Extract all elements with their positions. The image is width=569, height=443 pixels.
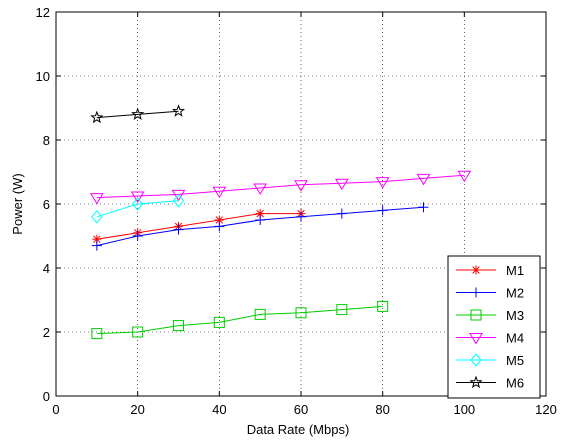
series-m5 xyxy=(91,194,185,224)
data-point-m2 xyxy=(336,208,347,219)
x-tick-label: 100 xyxy=(453,402,475,417)
series-m3 xyxy=(91,300,389,340)
data-point-m4 xyxy=(130,191,145,203)
data-point-m4 xyxy=(457,170,472,183)
tick-labels: 0 20 40 60 80 100 120 0 2 4 6 8 10 12 xyxy=(36,5,557,417)
data-point-m4 xyxy=(294,180,308,192)
data-point-m4 xyxy=(171,189,186,202)
y-tick-label: 12 xyxy=(36,5,50,20)
y-tick-label: 8 xyxy=(43,133,50,148)
data-point-m1 xyxy=(214,215,224,225)
data-point-m4 xyxy=(89,193,104,205)
data-point-m3 xyxy=(91,328,103,340)
data-point-m3 xyxy=(254,308,266,320)
data-point-m3 xyxy=(377,300,389,312)
legend-item-m5: M5 xyxy=(456,353,524,368)
x-tick-label: 120 xyxy=(535,402,557,417)
series-line-m4 xyxy=(96,174,465,199)
data-point-m4 xyxy=(375,177,390,189)
x-tick-label: 80 xyxy=(375,402,389,417)
series-line-m5 xyxy=(96,200,179,218)
data-point-m3 xyxy=(173,320,184,332)
legend-marker xyxy=(471,287,481,298)
legend-item-m6: M6 xyxy=(456,376,524,391)
series-m4 xyxy=(89,170,472,205)
legend-label: M4 xyxy=(506,331,524,346)
legend: M1 M2 M3 M4 M5 M6 xyxy=(447,255,541,399)
data-point-m5 xyxy=(132,197,144,211)
data-point-m4 xyxy=(253,183,268,195)
legend-marker xyxy=(469,375,483,389)
data-point-m2 xyxy=(255,215,266,225)
legend-box xyxy=(447,255,541,399)
x-tick-label: 40 xyxy=(212,402,226,417)
data-point-m5 xyxy=(172,194,185,208)
y-axis-title: Power (W) xyxy=(10,173,25,234)
data-point-m2 xyxy=(173,224,184,235)
data-point-m2 xyxy=(91,240,102,251)
legend-label: M3 xyxy=(506,308,524,323)
series-m2 xyxy=(91,202,429,251)
data-point-m3 xyxy=(213,316,225,328)
data-point-m3 xyxy=(295,307,307,319)
plot-frame xyxy=(55,11,547,397)
data-point-m3 xyxy=(336,304,348,316)
data-point-m6 xyxy=(171,104,186,117)
data-point-m2 xyxy=(132,231,143,241)
data-point-m1 xyxy=(255,209,265,219)
x-tick-label: 0 xyxy=(52,402,59,417)
data-point-m2 xyxy=(296,211,306,222)
data-point-m4 xyxy=(416,173,431,186)
y-tick-label: 4 xyxy=(43,261,50,276)
legend-item-m3: M3 xyxy=(456,308,524,323)
legend-marker xyxy=(471,265,481,275)
data-point-m2 xyxy=(214,221,225,232)
y-tick-label: 10 xyxy=(36,69,50,84)
series-line-m3 xyxy=(96,305,383,335)
legend-marker xyxy=(470,309,482,321)
legend-marker xyxy=(469,333,483,345)
data-point-m5 xyxy=(91,210,103,224)
series-m6 xyxy=(90,104,186,124)
x-axis-title: Data Rate (Mbps) xyxy=(247,422,350,437)
data-point-m2 xyxy=(377,205,388,216)
series-line-m1 xyxy=(96,213,301,240)
legend-label: M6 xyxy=(506,376,524,391)
legend-label: M2 xyxy=(506,286,524,301)
legend-item-m2: M2 xyxy=(456,286,524,301)
legend-label: M1 xyxy=(506,263,524,278)
y-tick-label: 2 xyxy=(43,325,50,340)
legend-item-m4: M4 xyxy=(456,331,524,346)
data-point-m6 xyxy=(90,110,104,124)
data-point-m6 xyxy=(131,107,145,121)
data-point-m4 xyxy=(334,178,349,191)
x-tick-label: 20 xyxy=(130,402,144,417)
y-tick-label: 0 xyxy=(43,389,50,404)
series-lines xyxy=(89,104,472,340)
legend-label: M5 xyxy=(506,353,524,368)
data-point-m2 xyxy=(418,202,429,213)
data-point-m4 xyxy=(212,186,227,199)
data-point-m3 xyxy=(132,326,144,338)
x-tick-label: 60 xyxy=(294,402,308,417)
legend-marker xyxy=(470,353,482,367)
y-tick-label: 6 xyxy=(43,197,50,212)
legend-item-m1: M1 xyxy=(456,263,524,278)
series-line-m6 xyxy=(96,110,179,119)
